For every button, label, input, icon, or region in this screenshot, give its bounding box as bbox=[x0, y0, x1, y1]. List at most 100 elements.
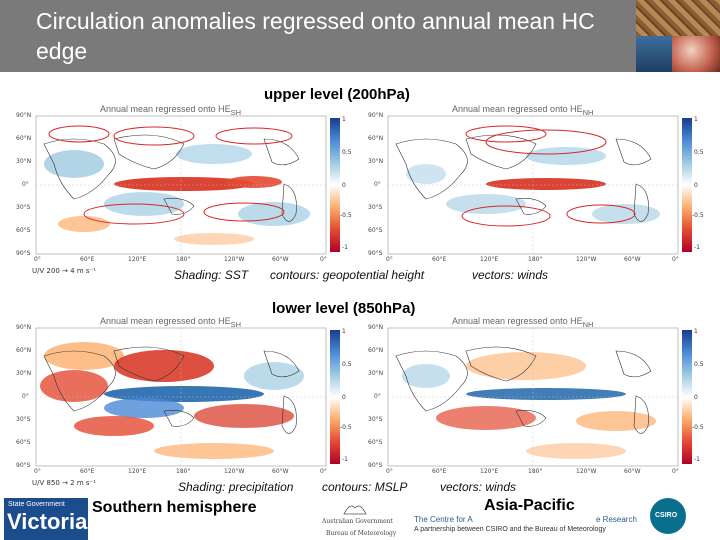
lon-label: 60°E bbox=[432, 468, 447, 475]
lon-label: 60°W bbox=[272, 256, 289, 263]
lon-label: 120°E bbox=[480, 468, 499, 475]
southern-hemisphere-label: Southern hemisphere bbox=[92, 499, 257, 516]
cracked-earth-image bbox=[636, 0, 720, 36]
colorbar-tick: -0.5 bbox=[692, 212, 704, 219]
victoria-logo: State Government Victoria bbox=[4, 498, 88, 540]
lower-caption-contours: contours: MSLP bbox=[322, 480, 408, 494]
lon-label: 60°E bbox=[80, 468, 95, 475]
colorbar-tick: 0 bbox=[342, 394, 346, 401]
lon-label: 60°E bbox=[432, 256, 447, 263]
lower-vector-key: U/V 850 → 2 m s⁻¹ bbox=[32, 479, 97, 487]
lon-label: 180° bbox=[528, 256, 543, 263]
lon-label: 120°W bbox=[224, 468, 245, 475]
lower-right-map bbox=[387, 327, 679, 467]
lon-label: 120°E bbox=[480, 256, 499, 263]
lat-label: 60°S bbox=[368, 439, 383, 446]
lat-label: 60°N bbox=[368, 347, 384, 354]
lon-label: 120°W bbox=[576, 256, 597, 263]
csiro-text: CSIRO bbox=[655, 512, 678, 519]
colorbar-tick: 1 bbox=[694, 116, 698, 123]
colorbar-tick: -0.5 bbox=[340, 212, 352, 219]
lon-label: 0° bbox=[386, 256, 393, 263]
lat-label: 30°S bbox=[16, 416, 31, 423]
upper-right-colorbar bbox=[682, 118, 692, 252]
lower-left-map-title: Annual mean regressed onto HESH bbox=[100, 316, 242, 329]
colorbar-tick: 1 bbox=[694, 328, 698, 335]
partnership-text: A partnership between CSIRO and the Bure… bbox=[414, 526, 606, 533]
lat-label: 30°S bbox=[16, 204, 31, 211]
ocean-image bbox=[636, 36, 672, 72]
upper-caption-shading: Shading: SST bbox=[174, 268, 249, 282]
cawcr-text-left: The Centre for A bbox=[414, 515, 473, 524]
upper-level-heading: upper level (200hPa) bbox=[264, 86, 410, 103]
lower-left-map-panel: Annual mean regressed onto HESH 1 0.5 0 … bbox=[14, 316, 354, 482]
lat-label: 30°S bbox=[368, 416, 383, 423]
lat-label: 30°N bbox=[16, 158, 32, 165]
lat-label: 0° bbox=[22, 181, 29, 188]
coat-of-arms-icon bbox=[343, 505, 367, 515]
upper-left-map bbox=[35, 115, 327, 255]
lat-label: 60°N bbox=[16, 135, 32, 142]
lon-label: 180° bbox=[176, 256, 191, 263]
colorbar-tick: 0 bbox=[342, 182, 346, 189]
slide-title-bar bbox=[0, 0, 636, 72]
victoria-text: Victoria bbox=[7, 509, 88, 534]
upper-right-map bbox=[387, 115, 679, 255]
lower-left-map bbox=[35, 327, 327, 467]
lat-label: 0° bbox=[22, 393, 29, 400]
colorbar-tick: 1 bbox=[342, 328, 346, 335]
colorbar-tick: -0.5 bbox=[692, 424, 704, 431]
lat-label: 60°S bbox=[16, 439, 31, 446]
lower-right-map-title: Annual mean regressed onto HENH bbox=[452, 316, 594, 329]
lat-label: 60°N bbox=[16, 347, 32, 354]
lat-label: 60°S bbox=[368, 227, 383, 234]
lat-label: 90°S bbox=[16, 462, 31, 469]
lat-label: 30°N bbox=[16, 370, 32, 377]
lon-label: 180° bbox=[176, 468, 191, 475]
lat-label: 90°N bbox=[16, 324, 32, 331]
lat-label: 90°N bbox=[368, 112, 384, 119]
lat-label: 60°N bbox=[368, 135, 384, 142]
colorbar-tick: -1 bbox=[694, 456, 700, 463]
lon-label: 120°E bbox=[128, 256, 147, 263]
lower-caption-shading: Shading: precipitation bbox=[178, 480, 294, 494]
upper-caption-contours: contours: geopotential height bbox=[270, 268, 425, 282]
colorbar-tick: -0.5 bbox=[340, 424, 352, 431]
lat-label: 90°S bbox=[368, 462, 383, 469]
colorbar-tick: -1 bbox=[342, 456, 348, 463]
colorbar-tick: 0.5 bbox=[694, 149, 704, 156]
lat-label: 90°N bbox=[368, 324, 384, 331]
lon-label: 0° bbox=[34, 256, 41, 263]
upper-left-colorbar bbox=[330, 118, 340, 252]
lat-label: 90°S bbox=[368, 250, 383, 257]
lon-label: 0° bbox=[672, 256, 679, 263]
gov-line-2: Bureau of Meteorology bbox=[326, 530, 397, 537]
upper-left-map-title: Annual mean regressed onto HESH bbox=[100, 104, 242, 117]
upper-left-map-panel: Annual mean regressed onto HESH 1 0.5 0 … bbox=[14, 104, 354, 270]
colorbar-tick: 0 bbox=[694, 394, 698, 401]
upper-right-map-panel: Annual mean regressed onto HENH 1 0.5 0 … bbox=[366, 104, 706, 270]
colorbar-tick: 0.5 bbox=[694, 361, 704, 368]
colorbar-tick: 0.5 bbox=[342, 361, 352, 368]
lat-label: 0° bbox=[374, 393, 381, 400]
lon-label: 0° bbox=[320, 256, 327, 263]
lon-label: 180° bbox=[528, 468, 543, 475]
state-government-text: State Government bbox=[8, 501, 65, 508]
colorbar-tick: 0 bbox=[694, 182, 698, 189]
lon-label: 60°W bbox=[624, 468, 641, 475]
csiro-logo bbox=[650, 498, 686, 534]
lower-right-map-panel: Annual mean regressed onto HENH 1 0.5 0 … bbox=[366, 316, 706, 482]
asia-pacific-label: Asia-Pacific bbox=[484, 497, 575, 514]
lon-label: 60°E bbox=[80, 256, 95, 263]
lat-label: 90°S bbox=[16, 250, 31, 257]
lat-label: 90°N bbox=[16, 112, 32, 119]
upper-vector-key: U/V 200 → 4 m s⁻¹ bbox=[32, 267, 97, 275]
lower-right-colorbar bbox=[682, 330, 692, 464]
lon-label: 120°W bbox=[224, 256, 245, 263]
lon-label: 120°E bbox=[128, 468, 147, 475]
slide-title: Circulation anomalies regressed onto ann… bbox=[36, 8, 595, 64]
cawcr-text-right: e Research bbox=[596, 515, 637, 524]
lon-label: 60°W bbox=[272, 468, 289, 475]
lon-label: 60°W bbox=[624, 256, 641, 263]
upper-right-map-title: Annual mean regressed onto HENH bbox=[452, 104, 594, 117]
